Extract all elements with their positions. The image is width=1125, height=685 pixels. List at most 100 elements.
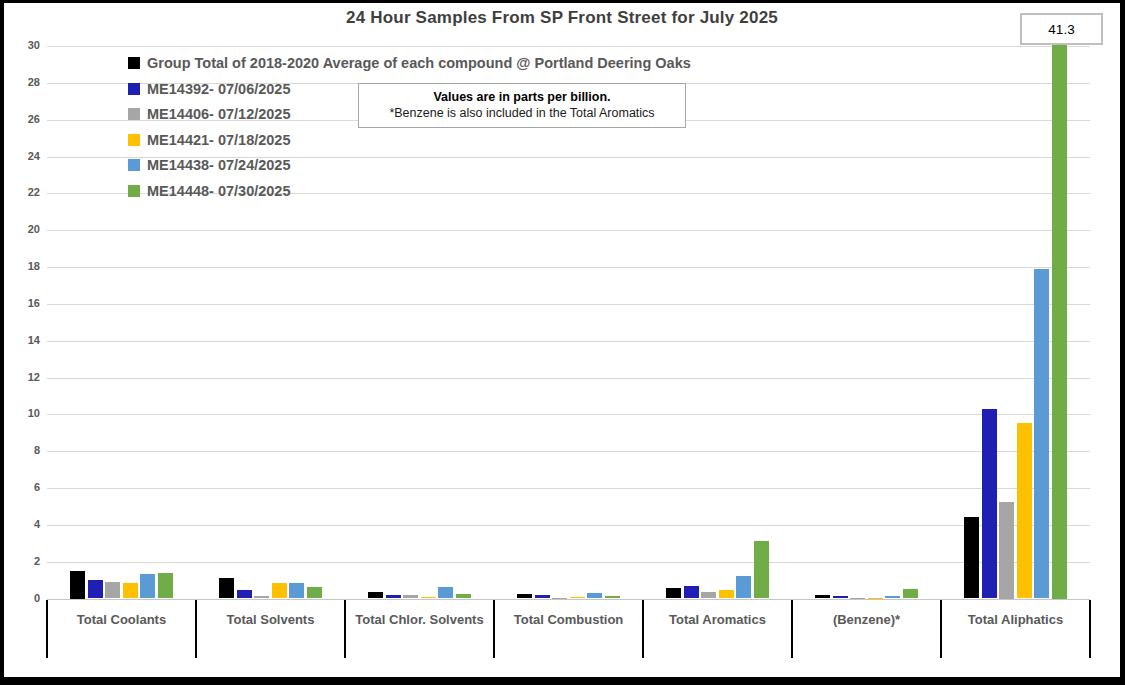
bar-3-cat-4 [552, 598, 567, 599]
y-gridline [47, 414, 1090, 415]
bar-2-cat-2 [237, 590, 252, 598]
category-tick [344, 600, 346, 658]
bar-5-cat-5 [736, 576, 751, 598]
legend-label: ME14392- 07/06/2025 [147, 81, 291, 97]
bar-5-cat-1 [140, 574, 155, 599]
y-gridline [47, 230, 1090, 231]
clipped-bar-value-callout: 41.3 [1020, 13, 1103, 45]
y-tick-label: 24 [8, 150, 40, 162]
bar-1-cat-4 [517, 594, 532, 599]
y-tick-label: 14 [8, 334, 40, 346]
note-box: Values are in parts per billion. *Benzen… [358, 83, 686, 128]
bar-4-cat-6 [868, 598, 883, 599]
bar-3-cat-3 [403, 595, 418, 599]
legend-label: ME14421- 07/18/2025 [147, 132, 291, 148]
bar-4-cat-4 [570, 597, 585, 599]
category-tick [46, 600, 48, 658]
legend-swatch-icon [128, 57, 140, 69]
y-tick-label: 8 [8, 444, 40, 456]
bar-4-cat-2 [272, 583, 287, 599]
bar-5-cat-6 [885, 596, 900, 598]
category-tick [1089, 600, 1091, 658]
category-label: Total Chlor. Solvents [345, 612, 494, 627]
y-tick-label: 12 [8, 371, 40, 383]
y-tick-label: 20 [8, 223, 40, 235]
y-tick-label: 22 [8, 186, 40, 198]
category-tick [195, 600, 197, 658]
clipped-bar-value: 41.3 [1048, 22, 1074, 37]
legend-label: ME14438- 07/24/2025 [147, 157, 291, 173]
bar-3-cat-1 [105, 582, 120, 599]
y-tick-label: 26 [8, 113, 40, 125]
bar-1-cat-6 [815, 595, 830, 599]
bar-6-cat-6 [903, 589, 918, 598]
bar-6-cat-4 [605, 596, 620, 599]
bar-3-cat-5 [701, 592, 716, 598]
bar-3-cat-7 [999, 502, 1014, 599]
bar-4-cat-1 [123, 583, 138, 599]
category-tick [940, 600, 942, 658]
bar-4-cat-3 [421, 597, 436, 599]
legend-item-6: ME14448- 07/30/2025 [128, 182, 691, 200]
y-tick-label: 18 [8, 260, 40, 272]
y-tick-label: 30 [8, 39, 40, 51]
category-label: Total Combustion [494, 612, 643, 627]
bar-5-cat-4 [587, 593, 602, 599]
y-tick-label: 4 [8, 518, 40, 530]
bar-5-cat-2 [289, 583, 304, 599]
bar-3-cat-6 [850, 598, 865, 599]
category-tick [493, 600, 495, 658]
legend-item-1: Group Total of 2018-2020 Average of each… [128, 54, 691, 72]
category-tick [791, 600, 793, 658]
legend-label: ME14406- 07/12/2025 [147, 106, 291, 122]
bar-1-cat-5 [666, 588, 681, 598]
legend-swatch-icon [128, 185, 140, 197]
bar-1-cat-1 [70, 571, 85, 599]
bar-5-cat-3 [438, 587, 453, 598]
y-gridline [47, 304, 1090, 305]
y-tick-label: 2 [8, 555, 40, 567]
y-tick-label: 10 [8, 407, 40, 419]
y-gridline [47, 267, 1090, 268]
legend-label: Group Total of 2018-2020 Average of each… [147, 55, 691, 71]
note-line-1: Values are in parts per billion. [363, 90, 681, 104]
bar-6-cat-5 [754, 541, 769, 598]
legend-item-4: ME14421- 07/18/2025 [128, 131, 691, 149]
category-label: Total Aromatics [643, 612, 792, 627]
bar-5-cat-7 [1034, 269, 1049, 599]
bar-2-cat-7 [982, 409, 997, 599]
x-axis-line [47, 599, 1090, 600]
y-tick-label: 6 [8, 481, 40, 493]
bar-2-cat-5 [684, 586, 699, 599]
bar-2-cat-3 [386, 595, 401, 599]
legend-swatch-icon [128, 83, 140, 95]
bar-6-cat-2 [307, 587, 322, 599]
category-tick [642, 600, 644, 658]
bar-1-cat-7 [964, 517, 979, 599]
bar-6-cat-3 [456, 594, 471, 599]
bar-2-cat-1 [88, 580, 103, 598]
y-gridline [47, 562, 1090, 563]
y-gridline [47, 46, 1090, 47]
note-line-2: *Benzene is also included in the Total A… [363, 106, 681, 120]
bar-6-cat-7 [1052, 40, 1067, 599]
legend-item-5: ME14438- 07/24/2025 [128, 156, 691, 174]
chart-window: 24 Hour Samples From SP Front Street for… [0, 0, 1125, 685]
y-tick-label: 0 [8, 592, 40, 604]
legend-label: ME14448- 07/30/2025 [147, 183, 291, 199]
bar-4-cat-7 [1017, 423, 1032, 599]
category-label: Total Solvents [196, 612, 345, 627]
category-label: Total Coolants [47, 612, 196, 627]
legend-swatch-icon [128, 108, 140, 120]
bar-1-cat-3 [368, 592, 383, 598]
y-gridline [47, 378, 1090, 379]
y-tick-label: 28 [8, 76, 40, 88]
legend-swatch-icon [128, 134, 140, 146]
y-gridline [47, 341, 1090, 342]
bar-4-cat-5 [719, 590, 734, 598]
bar-2-cat-4 [535, 595, 550, 599]
legend-swatch-icon [128, 159, 140, 171]
category-label: Total Aliphatics [941, 612, 1090, 627]
y-gridline [47, 488, 1090, 489]
y-gridline [47, 525, 1090, 526]
